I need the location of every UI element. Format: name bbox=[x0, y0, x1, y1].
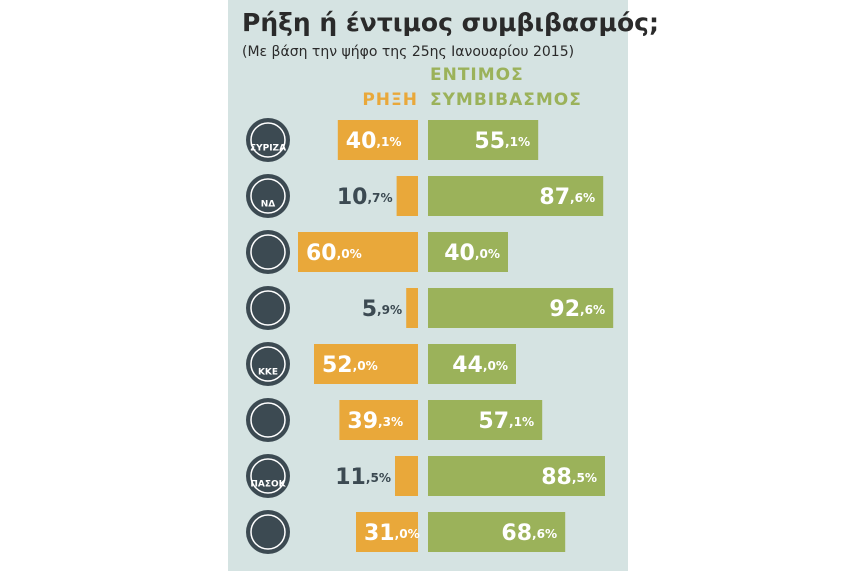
bar bbox=[396, 176, 418, 216]
bar bbox=[428, 288, 614, 328]
value-label: 10,7% bbox=[337, 185, 393, 210]
value-label: 44,0% bbox=[452, 353, 508, 378]
value-label: 55,1% bbox=[474, 129, 530, 154]
icon-ring bbox=[250, 514, 286, 550]
bar bbox=[395, 456, 418, 496]
icon-circle bbox=[246, 174, 290, 218]
value-label: 5,9% bbox=[362, 297, 402, 322]
value-label: 31,0% bbox=[364, 521, 420, 546]
icon-circle bbox=[246, 398, 290, 442]
value-label: 39,3% bbox=[347, 409, 403, 434]
value-label: 68,6% bbox=[501, 521, 557, 546]
icon-ring bbox=[250, 234, 286, 270]
value-label: 52,0% bbox=[322, 353, 378, 378]
icon-circle bbox=[246, 286, 290, 330]
value-label: 60,0% bbox=[306, 241, 362, 266]
icon-circle bbox=[246, 118, 290, 162]
value-label: 87,6% bbox=[539, 185, 595, 210]
party-icon: ΣΥΡΙΖΑ bbox=[246, 118, 290, 162]
bar bbox=[298, 232, 418, 272]
category-label: ΝΔ bbox=[261, 200, 276, 210]
party-icon: ΠΑΣΟΚ bbox=[246, 454, 290, 498]
bar bbox=[314, 344, 418, 384]
party-icon: ΝΔ bbox=[246, 174, 290, 218]
chart-title: Ρήξη ή έντιμος συμβιβασμός; bbox=[242, 8, 659, 37]
value-label: 57,1% bbox=[478, 409, 534, 434]
icon-ring bbox=[250, 290, 286, 326]
bar bbox=[337, 120, 418, 160]
bar bbox=[356, 512, 418, 552]
bar bbox=[428, 512, 566, 552]
chart-subtitle: (Με βάση την ψήφο της 25ης Ιανουαρίου 20… bbox=[242, 44, 574, 60]
bar bbox=[428, 232, 508, 272]
party-icon bbox=[246, 230, 290, 274]
icon-circle bbox=[246, 454, 290, 498]
icon-circle bbox=[246, 342, 290, 386]
legend-label: ΕΝΤΙΜΟΣ ΣΥΜΒΙΒΑΣΜΟΣ bbox=[430, 65, 582, 110]
value-label: 40,1% bbox=[346, 129, 402, 154]
bar bbox=[428, 120, 539, 160]
icon-ring bbox=[250, 346, 286, 382]
value-label: 92,6% bbox=[549, 297, 605, 322]
icon-ring bbox=[250, 178, 286, 214]
value-label: 88,5% bbox=[541, 465, 597, 490]
bar bbox=[428, 344, 516, 384]
icon-ring bbox=[250, 458, 286, 494]
bar bbox=[406, 288, 418, 328]
party-icon bbox=[246, 286, 290, 330]
value-label: 40,0% bbox=[444, 241, 500, 266]
icon-circle bbox=[246, 510, 290, 554]
icon-circle bbox=[246, 230, 290, 274]
category-label: ΠΑΣΟΚ bbox=[250, 480, 286, 490]
icon-ring bbox=[250, 122, 286, 158]
party-icon bbox=[246, 398, 290, 442]
value-label: 11,5% bbox=[335, 465, 391, 490]
party-icon: ΚΚΕ bbox=[246, 342, 290, 386]
bar bbox=[339, 400, 418, 440]
bar bbox=[428, 400, 543, 440]
bar bbox=[428, 176, 604, 216]
legend-label: ΡΗΞΗ bbox=[362, 90, 418, 110]
category-label: ΣΥΡΙΖΑ bbox=[250, 144, 286, 154]
icon-ring bbox=[250, 402, 286, 438]
category-label: ΚΚΕ bbox=[258, 368, 278, 378]
party-icon bbox=[246, 510, 290, 554]
bar bbox=[428, 456, 605, 496]
